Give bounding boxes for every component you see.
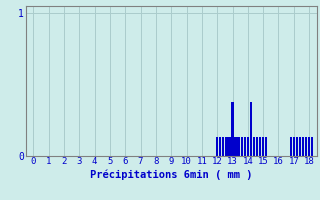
Bar xyxy=(253,137,255,156)
Bar xyxy=(216,137,218,156)
Bar xyxy=(225,137,228,156)
Bar xyxy=(296,137,298,156)
Bar xyxy=(247,137,249,156)
Bar xyxy=(219,137,221,156)
Bar xyxy=(290,137,292,156)
Bar xyxy=(259,137,261,156)
Bar xyxy=(231,102,234,156)
Bar xyxy=(299,137,301,156)
Bar xyxy=(293,137,295,156)
Bar xyxy=(235,137,237,156)
Bar xyxy=(250,102,252,156)
Bar xyxy=(265,137,268,156)
Bar xyxy=(222,137,224,156)
Bar xyxy=(244,137,246,156)
Bar xyxy=(241,137,243,156)
Bar xyxy=(228,137,231,156)
Bar xyxy=(262,137,264,156)
Bar xyxy=(237,137,240,156)
Bar xyxy=(302,137,304,156)
Bar xyxy=(256,137,258,156)
Bar xyxy=(305,137,307,156)
X-axis label: Précipitations 6min ( mm ): Précipitations 6min ( mm ) xyxy=(90,169,252,180)
Bar xyxy=(308,137,310,156)
Bar xyxy=(311,137,313,156)
